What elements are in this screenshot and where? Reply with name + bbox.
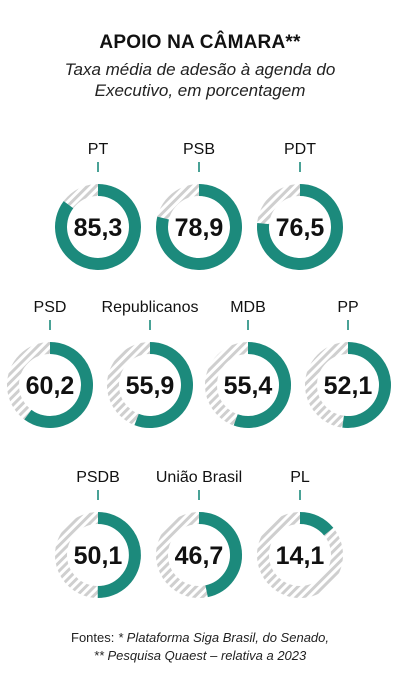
- donut-pdt: PDT 76,5: [257, 141, 343, 270]
- party-label: PSD: [34, 299, 67, 316]
- donut-psb: PSB 78,9: [156, 141, 242, 270]
- donut-arc: [97, 512, 141, 599]
- donut-arc: [342, 342, 391, 428]
- value-label: 85,3: [74, 214, 123, 242]
- donut-arc: [24, 342, 93, 428]
- value-label: 52,1: [324, 372, 373, 400]
- party-label: Republicanos: [102, 299, 199, 316]
- party-label: PSDB: [76, 469, 120, 486]
- sources-label: Fontes:: [71, 630, 115, 645]
- sources-footer: Fontes: * Plataforma Siga Brasil, do Sen…: [0, 629, 400, 665]
- value-label: 14,1: [276, 542, 325, 570]
- donut-pl: PL 14,1: [257, 469, 343, 598]
- footer-line-1: Fontes: * Plataforma Siga Brasil, do Sen…: [0, 629, 400, 647]
- subtitle-line-1: Taxa média de adesão à agenda do: [64, 60, 336, 79]
- value-label: 60,2: [26, 372, 75, 400]
- donut-arc: [299, 512, 334, 536]
- donut-uniao-brasil: União Brasil 46,7: [156, 469, 242, 598]
- donut-psdb: PSDB 50,1: [55, 469, 141, 599]
- value-label: 50,1: [74, 542, 123, 570]
- donut-psd: PSD 60,2: [7, 299, 93, 428]
- chart-subtitle: Taxa média de adesão à agenda do Executi…: [20, 59, 380, 101]
- chart-title: APOIO NA CÂMARA**: [99, 32, 301, 53]
- source-1: * Plataforma Siga Brasil, do Senado,: [117, 630, 329, 645]
- value-label: 55,9: [126, 372, 175, 400]
- party-label: PSB: [183, 141, 215, 158]
- party-label: PL: [290, 469, 310, 486]
- donut-arc: [257, 184, 343, 270]
- party-label: União Brasil: [156, 469, 242, 486]
- party-label: PP: [337, 299, 358, 316]
- party-label: PDT: [284, 141, 316, 158]
- donut-pt: PT 85,3: [55, 141, 141, 270]
- party-label: MDB: [230, 299, 266, 316]
- donut-arc: [156, 184, 242, 270]
- donut-arc: [233, 342, 291, 428]
- donut-arc: [55, 184, 141, 270]
- value-label: 76,5: [276, 214, 325, 242]
- donut-arc: [134, 342, 193, 428]
- donut-pp: PP 52,1: [305, 299, 391, 428]
- subtitle-line-2: Executivo, em porcentagem: [94, 81, 306, 100]
- donut-republicanos: Republicanos 55,9: [102, 299, 199, 428]
- source-2: ** Pesquisa Quaest – relativa a 2023: [93, 648, 307, 663]
- value-label: 46,7: [175, 542, 224, 570]
- donut-mdb: MDB 55,4: [205, 299, 291, 428]
- value-label: 78,9: [175, 214, 224, 242]
- party-label: PT: [88, 141, 109, 158]
- donut-arc: [198, 512, 242, 598]
- value-label: 55,4: [224, 372, 273, 400]
